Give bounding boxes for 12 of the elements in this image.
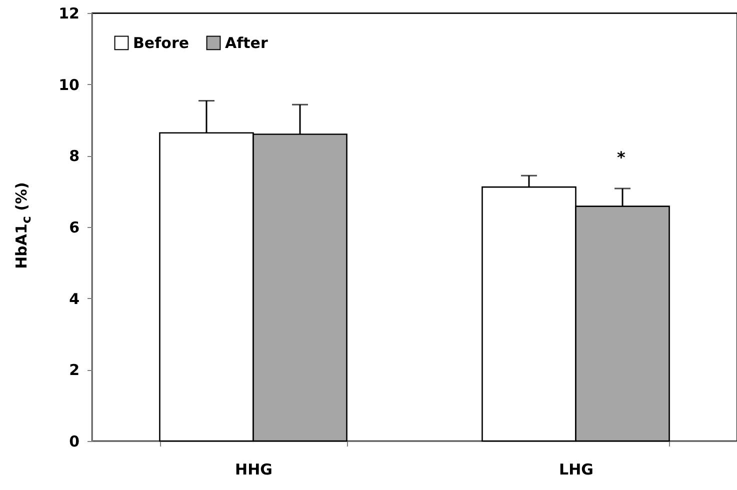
x-tick-label: HHG <box>235 460 272 478</box>
y-tick-label: 4 <box>69 290 80 308</box>
x-tick-label: LHG <box>559 460 594 478</box>
y-tick-label: 12 <box>58 4 80 22</box>
y-tick-label: 8 <box>69 147 80 166</box>
y-tick-label: 6 <box>69 218 80 236</box>
annotation: * <box>617 148 626 167</box>
y-tick-label: 0 <box>69 432 80 450</box>
y-tick-label: 2 <box>69 361 80 380</box>
legend-label: After <box>225 34 268 52</box>
y-tick-label: 10 <box>58 76 80 94</box>
legend-label: Before <box>133 34 190 52</box>
